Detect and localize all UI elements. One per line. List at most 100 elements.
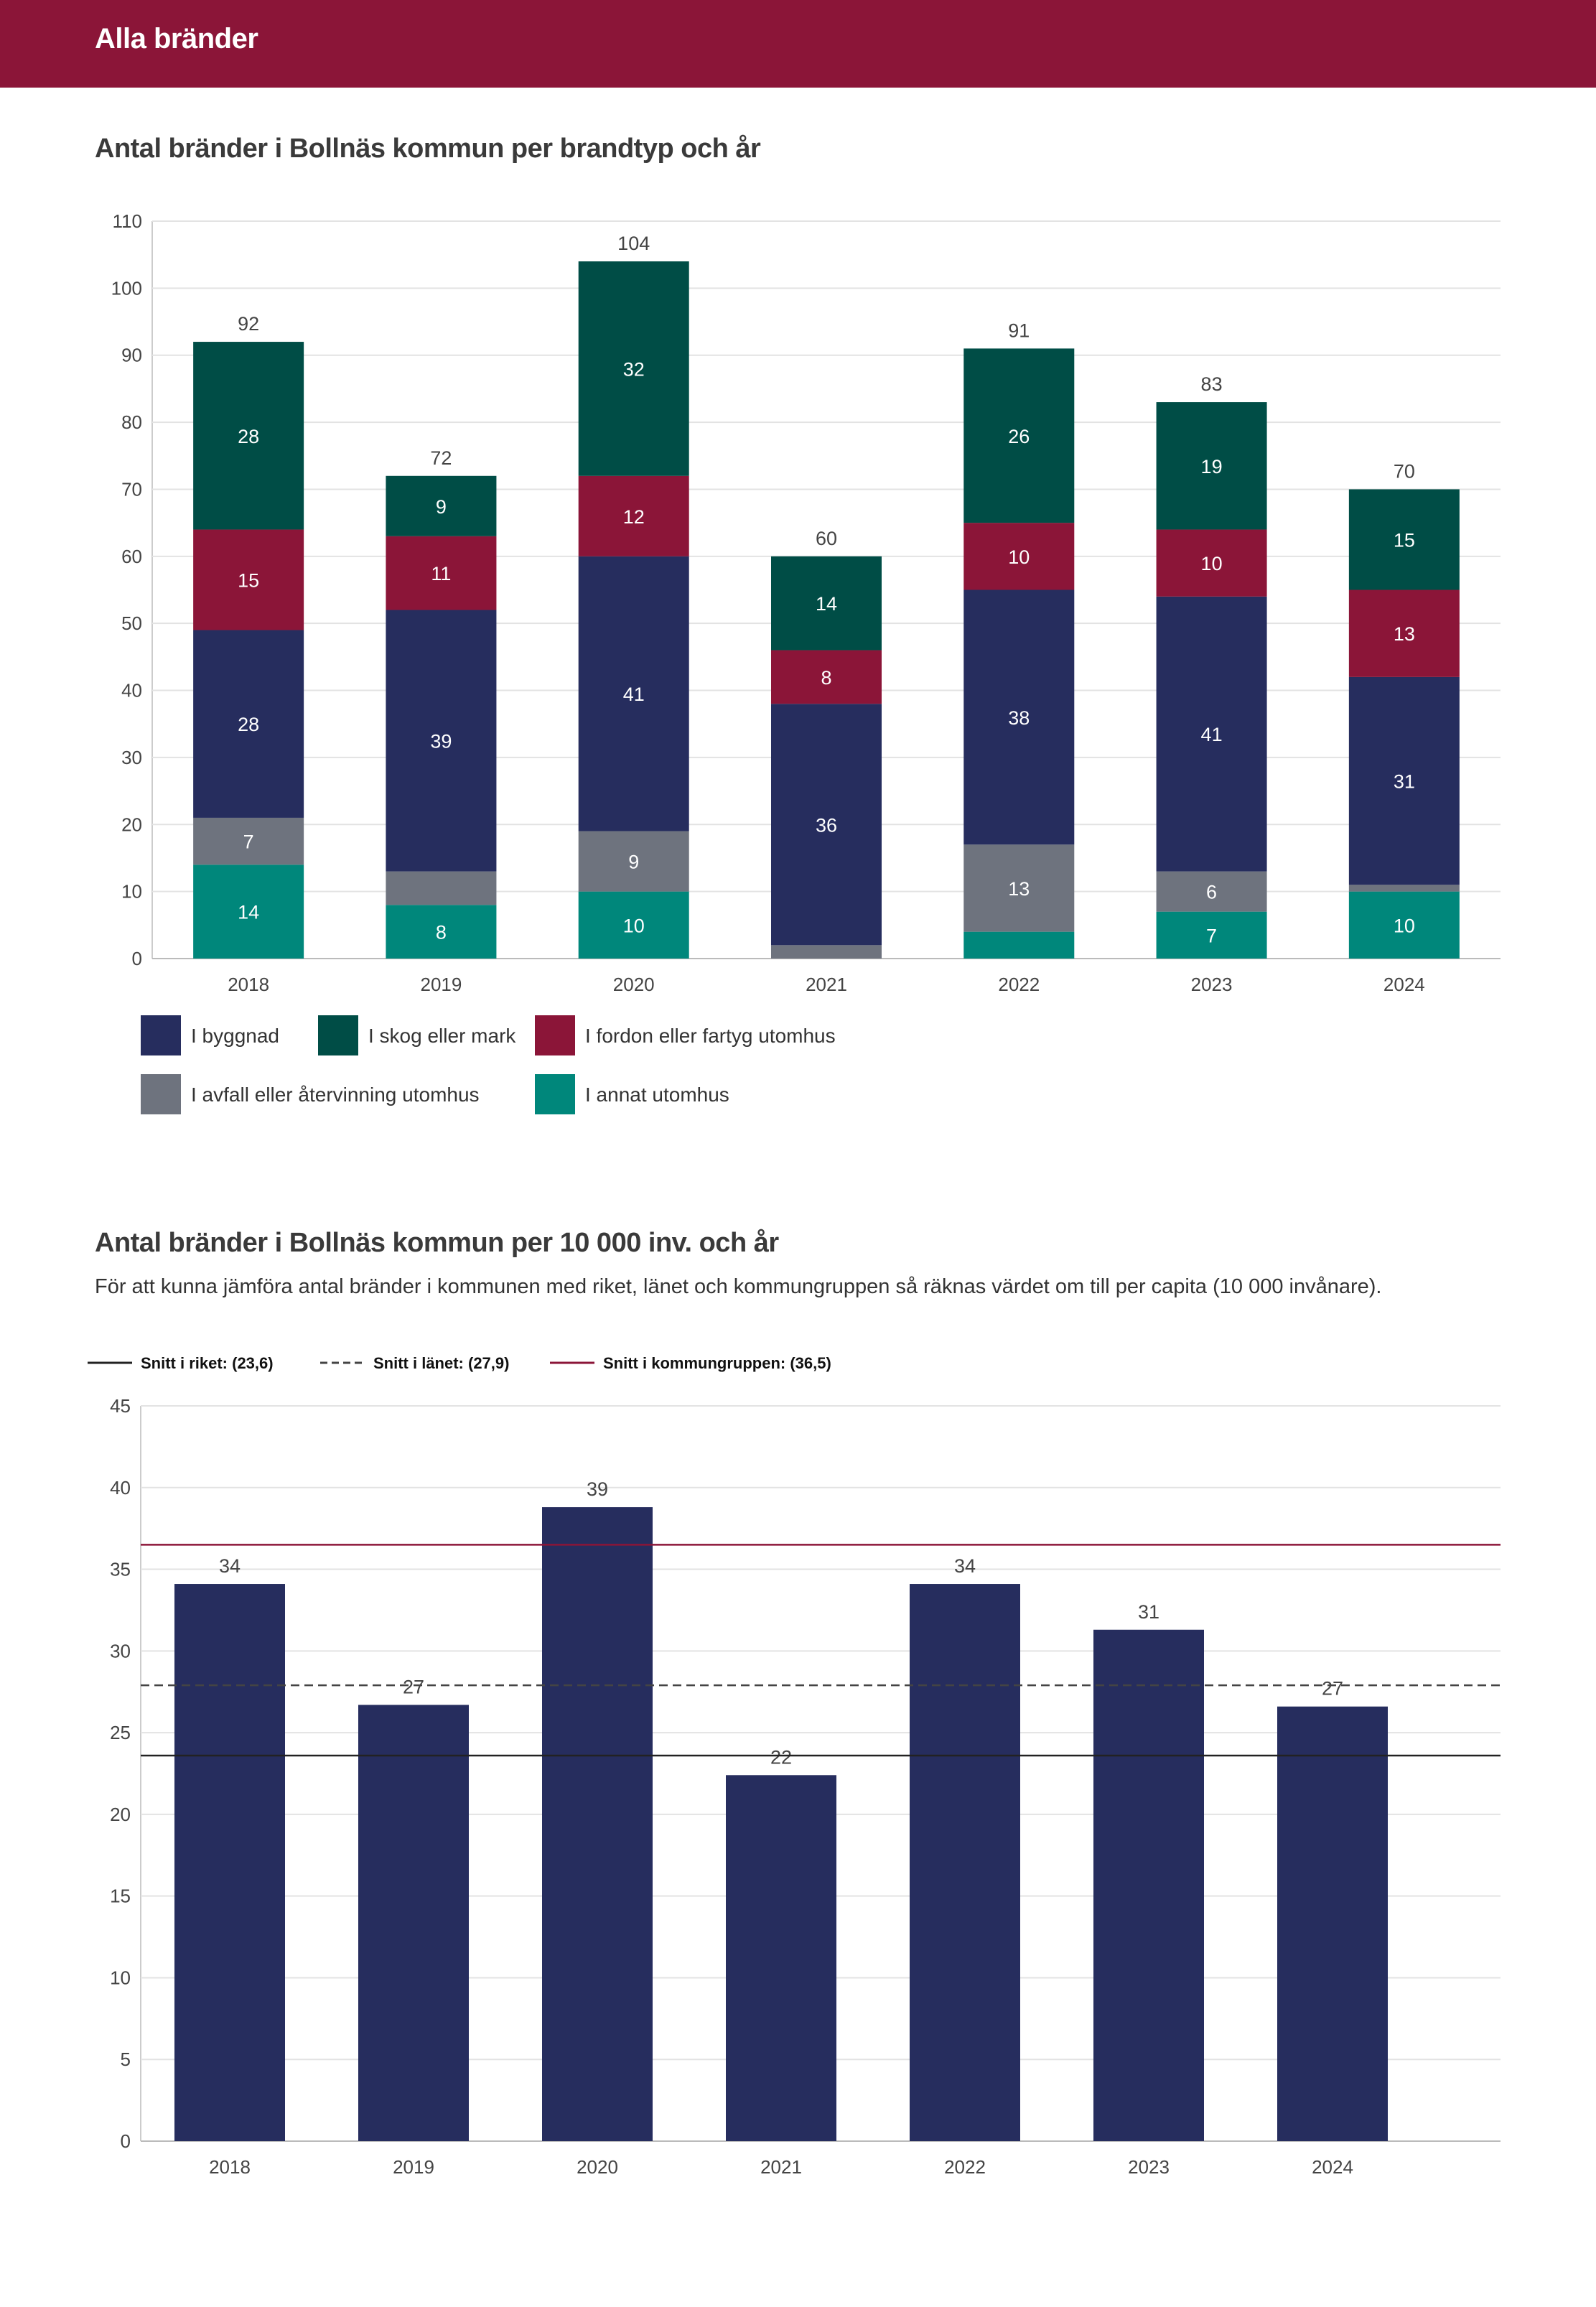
y-tick-label: 5 [121,2049,131,2070]
y-tick-label: 90 [121,345,142,366]
legend-label: I annat utomhus [585,1083,729,1106]
segment-value-label: 32 [623,358,645,380]
x-tick-label: 2023 [1128,2156,1170,2178]
bar-value-label: 34 [954,1555,976,1577]
segment-value-label: 39 [430,731,452,752]
bar [174,1584,285,2141]
bar-segment-byggnad [1348,676,1460,885]
x-tick-label: 2019 [393,2156,434,2178]
segment-value-label: 7 [243,831,254,853]
bar-segment-skog [386,475,497,536]
reference-legend-label: Snitt i kommungruppen: (36,5) [603,1354,831,1372]
segment-value-label: 26 [1008,426,1030,447]
chart2-subtitle: För att kunna jämföra antal bränder i ko… [95,1275,1382,1298]
segment-value-label: 28 [238,426,259,447]
bar-segment-skog [578,261,689,476]
y-tick-label: 30 [121,747,142,768]
bar [910,1584,1020,2141]
segment-value-label: 28 [238,714,259,735]
bar [1093,1629,1204,2141]
x-tick-label: 2022 [998,974,1040,995]
bar-segment-avfall [386,871,497,905]
y-tick-label: 20 [121,814,142,835]
segment-value-label: 41 [623,684,645,705]
total-label: 91 [1008,320,1030,341]
total-label: 72 [430,447,452,469]
x-tick-label: 2018 [209,2156,251,2178]
total-label: 70 [1394,460,1415,482]
bar-value-label: 31 [1138,1601,1159,1623]
chart1-title: Antal bränder i Bollnäs kommun per brand… [95,134,761,164]
x-tick-label: 2024 [1383,974,1425,995]
y-tick-label: 40 [121,680,142,702]
segment-value-label: 14 [816,593,837,615]
y-tick-label: 10 [121,881,142,903]
segment-value-label: 13 [1394,623,1415,645]
x-tick-label: 2018 [228,974,269,995]
header-title: Alla bränder [95,23,258,55]
bar-value-label: 34 [219,1555,241,1577]
reference-legend-label: Snitt i riket: (23,6) [141,1354,274,1372]
bar-segment-annat [963,931,1075,959]
bar-segment-byggnad [963,589,1075,845]
bar-value-label: 22 [770,1746,792,1768]
bar-segment-skog [771,556,882,651]
bar-value-label: 27 [403,1676,424,1697]
stacked-bar-chart: 0102030405060708090100110147281528922018… [111,210,1501,1114]
y-tick-label: 100 [111,277,142,299]
bar-segment-fordon [771,650,882,704]
segment-value-label: 41 [1201,724,1223,745]
y-tick-label: 30 [110,1640,131,1661]
bar [542,1507,653,2141]
bar-segment-avfall [963,844,1075,932]
bar-segment-fordon [386,536,497,610]
segment-value-label: 8 [821,667,831,689]
y-tick-label: 25 [110,1722,131,1743]
bar-segment-annat [578,891,689,959]
y-tick-label: 0 [132,948,142,969]
y-tick-label: 60 [121,546,142,567]
legend-swatch-skog [318,1015,358,1055]
segment-value-label: 36 [816,814,837,836]
segment-value-label: 19 [1201,456,1223,477]
bar-segment-avfall [193,817,304,865]
per-capita-bar-chart: Snitt i riket: (23,6) Snitt i länet: (27,… [88,1354,1501,2178]
segment-value-label: 6 [1206,882,1217,903]
chart2-title: Antal bränder i Bollnäs kommun per 10 00… [95,1228,779,1258]
bar-segment-skog [1156,402,1267,530]
y-tick-label: 10 [110,1967,131,1988]
y-tick-label: 35 [110,1559,131,1580]
bar-segment-annat [386,905,497,959]
legend-swatch-annat [535,1074,575,1114]
y-tick-label: 0 [121,2130,131,2152]
total-label: 92 [238,313,259,335]
y-tick-label: 70 [121,478,142,500]
bar-segment-avfall [1156,871,1267,912]
x-tick-label: 2020 [577,2156,618,2178]
bar-segment-annat [1156,911,1267,959]
segment-value-label: 14 [238,902,259,923]
legend-label: I avfall eller återvinning utomhus [191,1083,480,1106]
x-tick-label: 2021 [806,974,847,995]
bar [1277,1706,1388,2141]
bar [358,1705,469,2141]
y-tick-label: 80 [121,411,142,433]
bar-value-label: 39 [587,1478,608,1500]
x-tick-label: 2024 [1312,2156,1353,2178]
bar-segment-byggnad [578,556,689,831]
legend-label: I byggnad [191,1025,279,1047]
y-tick-label: 110 [113,210,142,232]
bar-value-label: 27 [1322,1678,1343,1700]
segment-value-label: 15 [238,569,259,591]
x-tick-label: 2021 [760,2156,802,2178]
y-tick-label: 40 [110,1477,131,1499]
total-label: 104 [617,233,650,254]
legend-swatch-byggnad [141,1015,181,1055]
segment-value-label: 10 [1394,915,1415,936]
bar [726,1775,836,2141]
y-tick-label: 20 [110,1804,131,1825]
segment-value-label: 8 [436,922,447,943]
legend-label: I skog eller mark [368,1025,516,1047]
segment-value-label: 12 [623,506,645,528]
bar-segment-byggnad [386,610,497,872]
